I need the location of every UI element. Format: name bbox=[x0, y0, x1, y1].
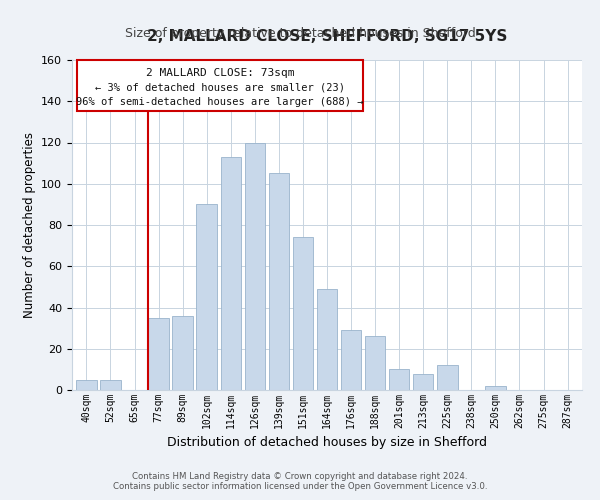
Text: Contains HM Land Registry data © Crown copyright and database right 2024.: Contains HM Land Registry data © Crown c… bbox=[132, 472, 468, 481]
Bar bbox=[389, 370, 409, 390]
Bar bbox=[317, 289, 337, 390]
Title: 2, MALLARD CLOSE, SHEFFORD, SG17 5YS: 2, MALLARD CLOSE, SHEFFORD, SG17 5YS bbox=[147, 28, 507, 44]
Bar bbox=[365, 336, 385, 390]
Bar bbox=[437, 365, 458, 390]
Text: 96% of semi-detached houses are larger (688) →: 96% of semi-detached houses are larger (… bbox=[76, 97, 364, 107]
Bar bbox=[341, 330, 361, 390]
Bar bbox=[485, 386, 506, 390]
Y-axis label: Number of detached properties: Number of detached properties bbox=[23, 132, 35, 318]
Bar bbox=[269, 174, 289, 390]
Text: Size of property relative to detached houses in Shefford: Size of property relative to detached ho… bbox=[125, 28, 475, 40]
Bar bbox=[172, 316, 193, 390]
Bar bbox=[413, 374, 433, 390]
Text: ← 3% of detached houses are smaller (23): ← 3% of detached houses are smaller (23) bbox=[95, 82, 345, 92]
Text: Contains public sector information licensed under the Open Government Licence v3: Contains public sector information licen… bbox=[113, 482, 487, 491]
Bar bbox=[76, 380, 97, 390]
Text: 2 MALLARD CLOSE: 73sqm: 2 MALLARD CLOSE: 73sqm bbox=[146, 68, 294, 78]
X-axis label: Distribution of detached houses by size in Shefford: Distribution of detached houses by size … bbox=[167, 436, 487, 450]
Bar bbox=[196, 204, 217, 390]
Bar bbox=[100, 380, 121, 390]
Bar bbox=[293, 238, 313, 390]
Bar bbox=[148, 318, 169, 390]
Bar bbox=[245, 142, 265, 390]
FancyBboxPatch shape bbox=[77, 60, 363, 111]
Bar bbox=[221, 157, 241, 390]
